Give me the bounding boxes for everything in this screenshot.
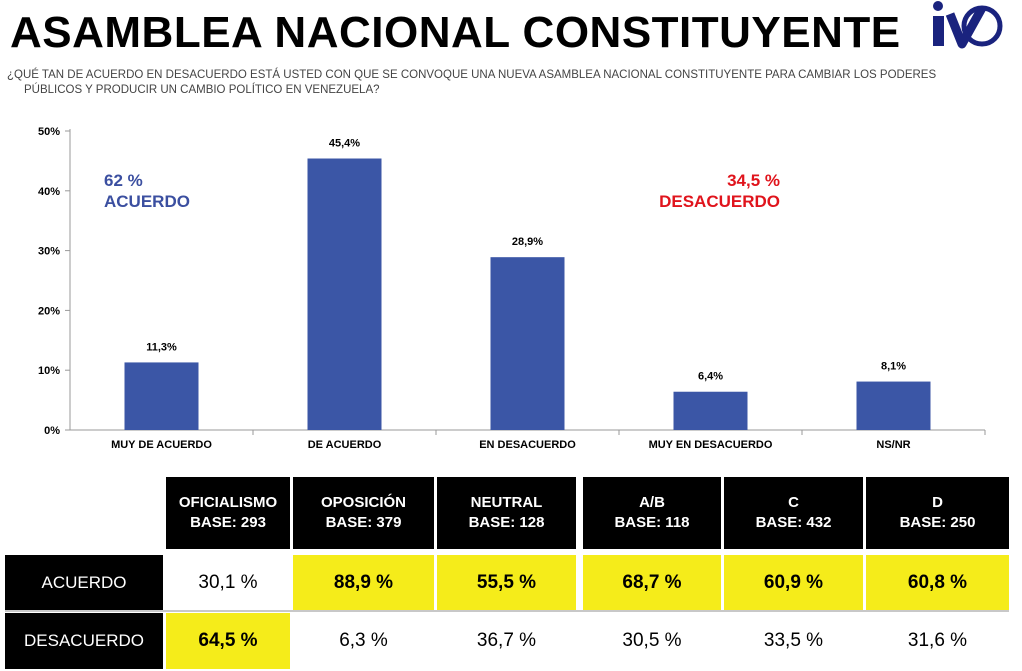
survey-question: ¿QUÉ TAN DE ACUERDO EN DESACUERDO ESTÁ U…	[7, 68, 967, 98]
header-base: BASE: 379	[325, 514, 402, 531]
y-tick-label: 0%	[44, 425, 60, 437]
header-title: D	[932, 494, 943, 511]
y-tick-label: 30%	[38, 246, 60, 258]
row-label-acuerdo: ACUERDO	[5, 555, 163, 611]
header-neutral: NEUTRAL BASE: 128	[437, 477, 576, 549]
header-base: BASE: 250	[899, 514, 976, 531]
bar-value-label: 28,9%	[512, 236, 543, 248]
table-cell: 33,5 %	[763, 630, 824, 651]
bar	[673, 391, 748, 430]
table-cell: 88,9 %	[293, 555, 434, 611]
x-tick-label: EN DESACUERDO	[479, 439, 576, 451]
bar	[856, 381, 931, 430]
page-title: ASAMBLEA NACIONAL CONSTITUYENTE	[10, 8, 901, 57]
x-tick-label: MUY DE ACUERDO	[111, 439, 212, 451]
row-label-desacuerdo: DESACUERDO	[5, 613, 163, 669]
header-title: A/B	[639, 494, 665, 511]
table-cell: 60,8 %	[866, 555, 1009, 611]
header-oposicion: OPOSICIÓN BASE: 379	[293, 477, 434, 549]
table-cell: 30,1 %	[198, 572, 258, 593]
bar	[490, 257, 565, 430]
agree-label: ACUERDO	[104, 192, 190, 211]
table-cell: 55,5 %	[437, 555, 576, 611]
question-line-2: PÚBLICOS Y PRODUCIR UN CAMBIO POLÍTICO E…	[24, 84, 380, 96]
x-tick-label: DE ACUERDO	[308, 439, 382, 451]
bar-value-label: 11,3%	[146, 341, 177, 353]
logo-icon	[933, 1, 1003, 49]
y-tick-label: 10%	[38, 365, 60, 377]
header-title: NEUTRAL	[470, 494, 543, 511]
bar	[307, 158, 382, 430]
bar-value-label: 8,1%	[881, 361, 906, 373]
table-cell: 6,3 %	[339, 630, 388, 651]
y-tick-label: 20%	[38, 305, 60, 317]
table-cell: 68,7 %	[583, 555, 721, 611]
bar-chart: 0% 10% 20% 30% 40% 50% 11,3% MUY DE ACUERDO 45,4…	[38, 126, 986, 451]
row-divider	[5, 610, 1009, 612]
header-title: OPOSICIÓN	[320, 494, 406, 511]
header-title: OFICIALISMO	[178, 494, 278, 511]
bar	[124, 362, 199, 430]
table-cell: 31,6 %	[907, 630, 968, 651]
disagree-annotation: 34,5 % DESACUERDO	[640, 170, 780, 212]
y-tick-label: 50%	[38, 126, 60, 138]
bar-value-label: 6,4%	[698, 371, 723, 383]
header-base: BASE: 432	[755, 514, 832, 531]
header-ab: A/B BASE: 118	[583, 477, 721, 549]
header-c: C BASE: 432	[724, 477, 863, 549]
bar-value-label: 45,4%	[329, 138, 360, 150]
y-tick-label: 40%	[38, 186, 60, 198]
x-tick-label: MUY EN DESACUERDO	[649, 439, 773, 451]
agree-annotation: 62 % ACUERDO	[104, 170, 190, 212]
header-oficialismo: OFICIALISMO BASE: 293	[166, 477, 290, 549]
table-cell: 60,9 %	[724, 555, 863, 611]
header-d: D BASE: 250	[866, 477, 1009, 549]
agree-value: 62 %	[104, 171, 143, 190]
header-title: C	[788, 494, 799, 511]
question-line-1: ¿QUÉ TAN DE ACUERDO EN DESACUERDO ESTÁ U…	[7, 69, 937, 81]
disagree-value: 34,5 %	[727, 171, 780, 190]
header-base: BASE: 128	[468, 514, 545, 531]
table-cell: 64,5 %	[166, 613, 290, 669]
x-tick-label: NS/NR	[876, 439, 910, 451]
table-cell: 36,7 %	[476, 630, 537, 651]
table-cell: 30,5 %	[622, 630, 682, 651]
header-base: BASE: 118	[614, 514, 690, 531]
disagree-label: DESACUERDO	[659, 192, 780, 211]
header-base: BASE: 293	[190, 514, 266, 531]
